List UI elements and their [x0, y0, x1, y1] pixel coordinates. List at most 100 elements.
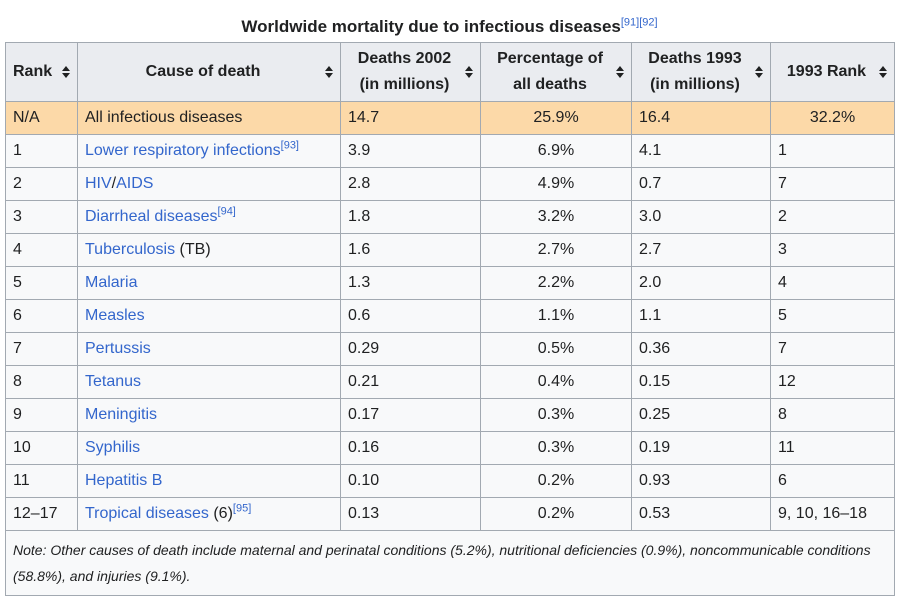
table-row: 6 Measles 0.6 1.1% 1.1 5: [5, 299, 895, 333]
cell-deaths-1993: 3.0: [631, 200, 771, 234]
header-deaths-2002[interactable]: Deaths 2002 (in millions): [340, 42, 481, 102]
reference-link[interactable]: [93]: [280, 139, 299, 152]
cell-rank: 8: [5, 365, 78, 399]
table-row: 5 Malaria 1.3 2.2% 2.0 4: [5, 266, 895, 300]
cell-deaths-2002: 0.6: [340, 299, 481, 333]
cell-deaths-1993: 16.4: [631, 101, 771, 135]
cause-link[interactable]: Meningitis: [85, 406, 158, 423]
cell-deaths-1993: 0.25: [631, 398, 771, 432]
caption-text: Worldwide mortality due to infectious di…: [241, 17, 621, 36]
cause-separator: /: [111, 175, 117, 192]
table-row: 10 Syphilis 0.16 0.3% 0.19 11: [5, 431, 895, 465]
cell-rank: 4: [5, 233, 78, 267]
header-rank[interactable]: Rank: [5, 42, 78, 102]
table-caption: Worldwide mortality due to infectious di…: [5, 12, 894, 42]
cell-rank: 9: [5, 398, 78, 432]
cell-rank-1993: 7: [770, 332, 895, 366]
sort-icon[interactable]: [755, 64, 763, 80]
sort-icon[interactable]: [879, 64, 887, 80]
header-deaths-1993-label: Deaths 1993 (in millions): [648, 50, 742, 93]
cell-cause: Syphilis: [77, 431, 341, 465]
cell-percentage: 0.3%: [480, 398, 632, 432]
header-deaths-1993[interactable]: Deaths 1993 (in millions): [631, 42, 771, 102]
cell-percentage: 25.9%: [480, 101, 632, 135]
cell-deaths-1993: 1.1: [631, 299, 771, 333]
cell-rank: 2: [5, 167, 78, 201]
cell-percentage: 0.5%: [480, 332, 632, 366]
cell-deaths-1993: 0.53: [631, 497, 771, 531]
mortality-table: Rank Cause of death Deaths 2002 (in milli…: [5, 42, 895, 596]
sort-icon[interactable]: [465, 64, 473, 80]
cause-link[interactable]: Lower respiratory infections: [85, 142, 281, 159]
cell-cause: Tuberculosis (TB): [77, 233, 341, 267]
table-row: 8 Tetanus 0.21 0.4% 0.15 12: [5, 365, 895, 399]
cell-rank: 3: [5, 200, 78, 234]
header-percentage-label: Percentage of all deaths: [497, 50, 603, 93]
cell-cause: Meningitis: [77, 398, 341, 432]
cell-deaths-2002: 3.9: [340, 134, 481, 168]
cell-rank-1993: 1: [770, 134, 895, 168]
cell-rank-1993: 12: [770, 365, 895, 399]
table-row: 4 Tuberculosis (TB) 1.6 2.7% 2.7 3: [5, 233, 895, 267]
cell-deaths-2002: 1.6: [340, 233, 481, 267]
cell-deaths-1993: 4.1: [631, 134, 771, 168]
cause-link-hiv[interactable]: HIV: [85, 175, 112, 192]
table-note-row: Note: Other causes of death include mate…: [5, 530, 895, 596]
cell-percentage: 0.4%: [480, 365, 632, 399]
cause-link[interactable]: Malaria: [85, 274, 138, 291]
cell-deaths-1993: 0.15: [631, 365, 771, 399]
table-row: 2 HIV/AIDS 2.8 4.9% 0.7 7: [5, 167, 895, 201]
cell-rank: 10: [5, 431, 78, 465]
cell-deaths-2002: 0.17: [340, 398, 481, 432]
cell-deaths-2002: 1.3: [340, 266, 481, 300]
cell-deaths-2002: 0.10: [340, 464, 481, 498]
sort-icon[interactable]: [62, 64, 70, 80]
reference-link[interactable]: [94]: [217, 205, 236, 218]
cell-cause: Tetanus: [77, 365, 341, 399]
cause-link[interactable]: Tuberculosis: [85, 241, 176, 258]
cell-deaths-1993: 0.19: [631, 431, 771, 465]
cause-extra: (TB): [175, 241, 211, 258]
cause-link-aids[interactable]: AIDS: [116, 175, 154, 192]
cause-link[interactable]: Tropical diseases: [85, 505, 209, 522]
table-header-row: Rank Cause of death Deaths 2002 (in milli…: [5, 42, 895, 102]
cell-cause: Hepatitis B: [77, 464, 341, 498]
cell-deaths-2002: 0.16: [340, 431, 481, 465]
table-row: 7 Pertussis 0.29 0.5% 0.36 7: [5, 332, 895, 366]
cell-deaths-2002: 14.7: [340, 101, 481, 135]
cell-cause: All infectious diseases: [77, 101, 341, 135]
cell-percentage: 2.7%: [480, 233, 632, 267]
table-row: 3 Diarrheal diseases[94] 1.8 3.2% 3.0 2: [5, 200, 895, 234]
cell-rank-1993: 7: [770, 167, 895, 201]
cause-link[interactable]: Pertussis: [85, 340, 151, 357]
cell-deaths-1993: 2.0: [631, 266, 771, 300]
table-row: 11 Hepatitis B 0.10 0.2% 0.93 6: [5, 464, 895, 498]
cause-link[interactable]: Syphilis: [85, 439, 141, 456]
cell-rank: 1: [5, 134, 78, 168]
cell-rank: 12–17: [5, 497, 78, 531]
cell-deaths-2002: 0.13: [340, 497, 481, 531]
cell-percentage: 0.2%: [480, 464, 632, 498]
cell-rank: N/A: [5, 101, 78, 135]
cell-rank-1993: 6: [770, 464, 895, 498]
header-rank-1993[interactable]: 1993 Rank: [770, 42, 895, 102]
cell-deaths-2002: 0.21: [340, 365, 481, 399]
caption-reference-link[interactable]: [91][92]: [620, 16, 658, 29]
cause-link[interactable]: Hepatitis B: [85, 472, 163, 489]
sort-icon[interactable]: [325, 64, 333, 80]
cause-link[interactable]: Diarrheal diseases: [85, 208, 218, 225]
header-percentage[interactable]: Percentage of all deaths: [480, 42, 632, 102]
cell-deaths-1993: 2.7: [631, 233, 771, 267]
sort-icon[interactable]: [616, 64, 624, 80]
header-cause[interactable]: Cause of death: [77, 42, 341, 102]
cell-cause: Measles: [77, 299, 341, 333]
cell-rank-1993: 9, 10, 16–18: [770, 497, 895, 531]
cause-link[interactable]: Measles: [85, 307, 145, 324]
cell-rank: 6: [5, 299, 78, 333]
reference-link[interactable]: [95]: [232, 502, 252, 515]
cell-rank-1993: 5: [770, 299, 895, 333]
cell-cause: Diarrheal diseases[94]: [77, 200, 341, 234]
cause-link[interactable]: Tetanus: [85, 373, 142, 390]
header-deaths-2002-label: Deaths 2002 (in millions): [357, 50, 452, 93]
cell-percentage: 2.2%: [480, 266, 632, 300]
